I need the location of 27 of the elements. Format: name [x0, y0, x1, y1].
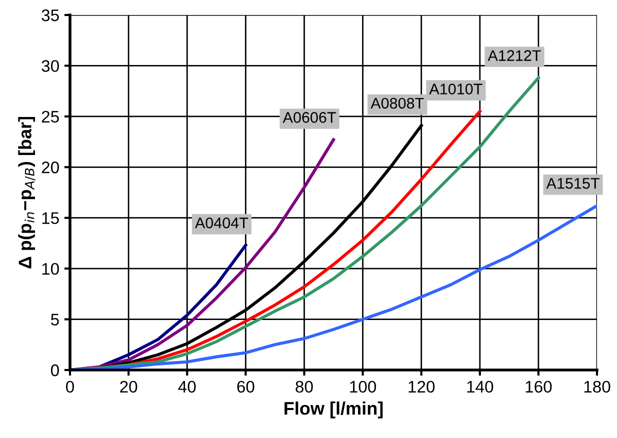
series-label: A0404T	[194, 218, 248, 228]
y-tick-label: 0	[50, 364, 59, 376]
series-label: A1212T	[488, 50, 541, 61]
x-tick-label: 160	[526, 380, 552, 393]
y-tick-label: 30	[42, 60, 59, 72]
series-label: A1515T	[546, 178, 600, 189]
series-label: A1010T	[429, 84, 482, 94]
x-tick-label: 20	[120, 380, 138, 393]
series-label: A0606T	[282, 112, 336, 123]
y-tick-label: 25	[42, 110, 59, 123]
y-tick-label: 20	[42, 162, 59, 174]
line-series	[70, 138, 336, 370]
y-tick-label: 10	[42, 262, 59, 275]
x-tick-label: 40	[178, 380, 196, 393]
y-tick-label: 35	[42, 9, 59, 22]
x-tick-label: 80	[296, 380, 313, 393]
x-tick-label: 100	[350, 380, 376, 393]
x-axis-title: Flow [l/min]	[284, 402, 383, 418]
x-tick-label: 180	[584, 380, 610, 393]
series-label: A0808T	[370, 98, 424, 109]
x-tick-label: 60	[237, 380, 254, 393]
y-axis-title: Δ p(p$_{in}$−p$_{A/B}$) [bar]	[18, 116, 36, 268]
x-tick-label: 0	[66, 380, 74, 393]
x-tick-label: 120	[408, 380, 435, 393]
y-tick-label: 5	[50, 314, 59, 326]
x-tick-label: 140	[467, 380, 494, 393]
y-tick-label: 15	[42, 212, 59, 224]
